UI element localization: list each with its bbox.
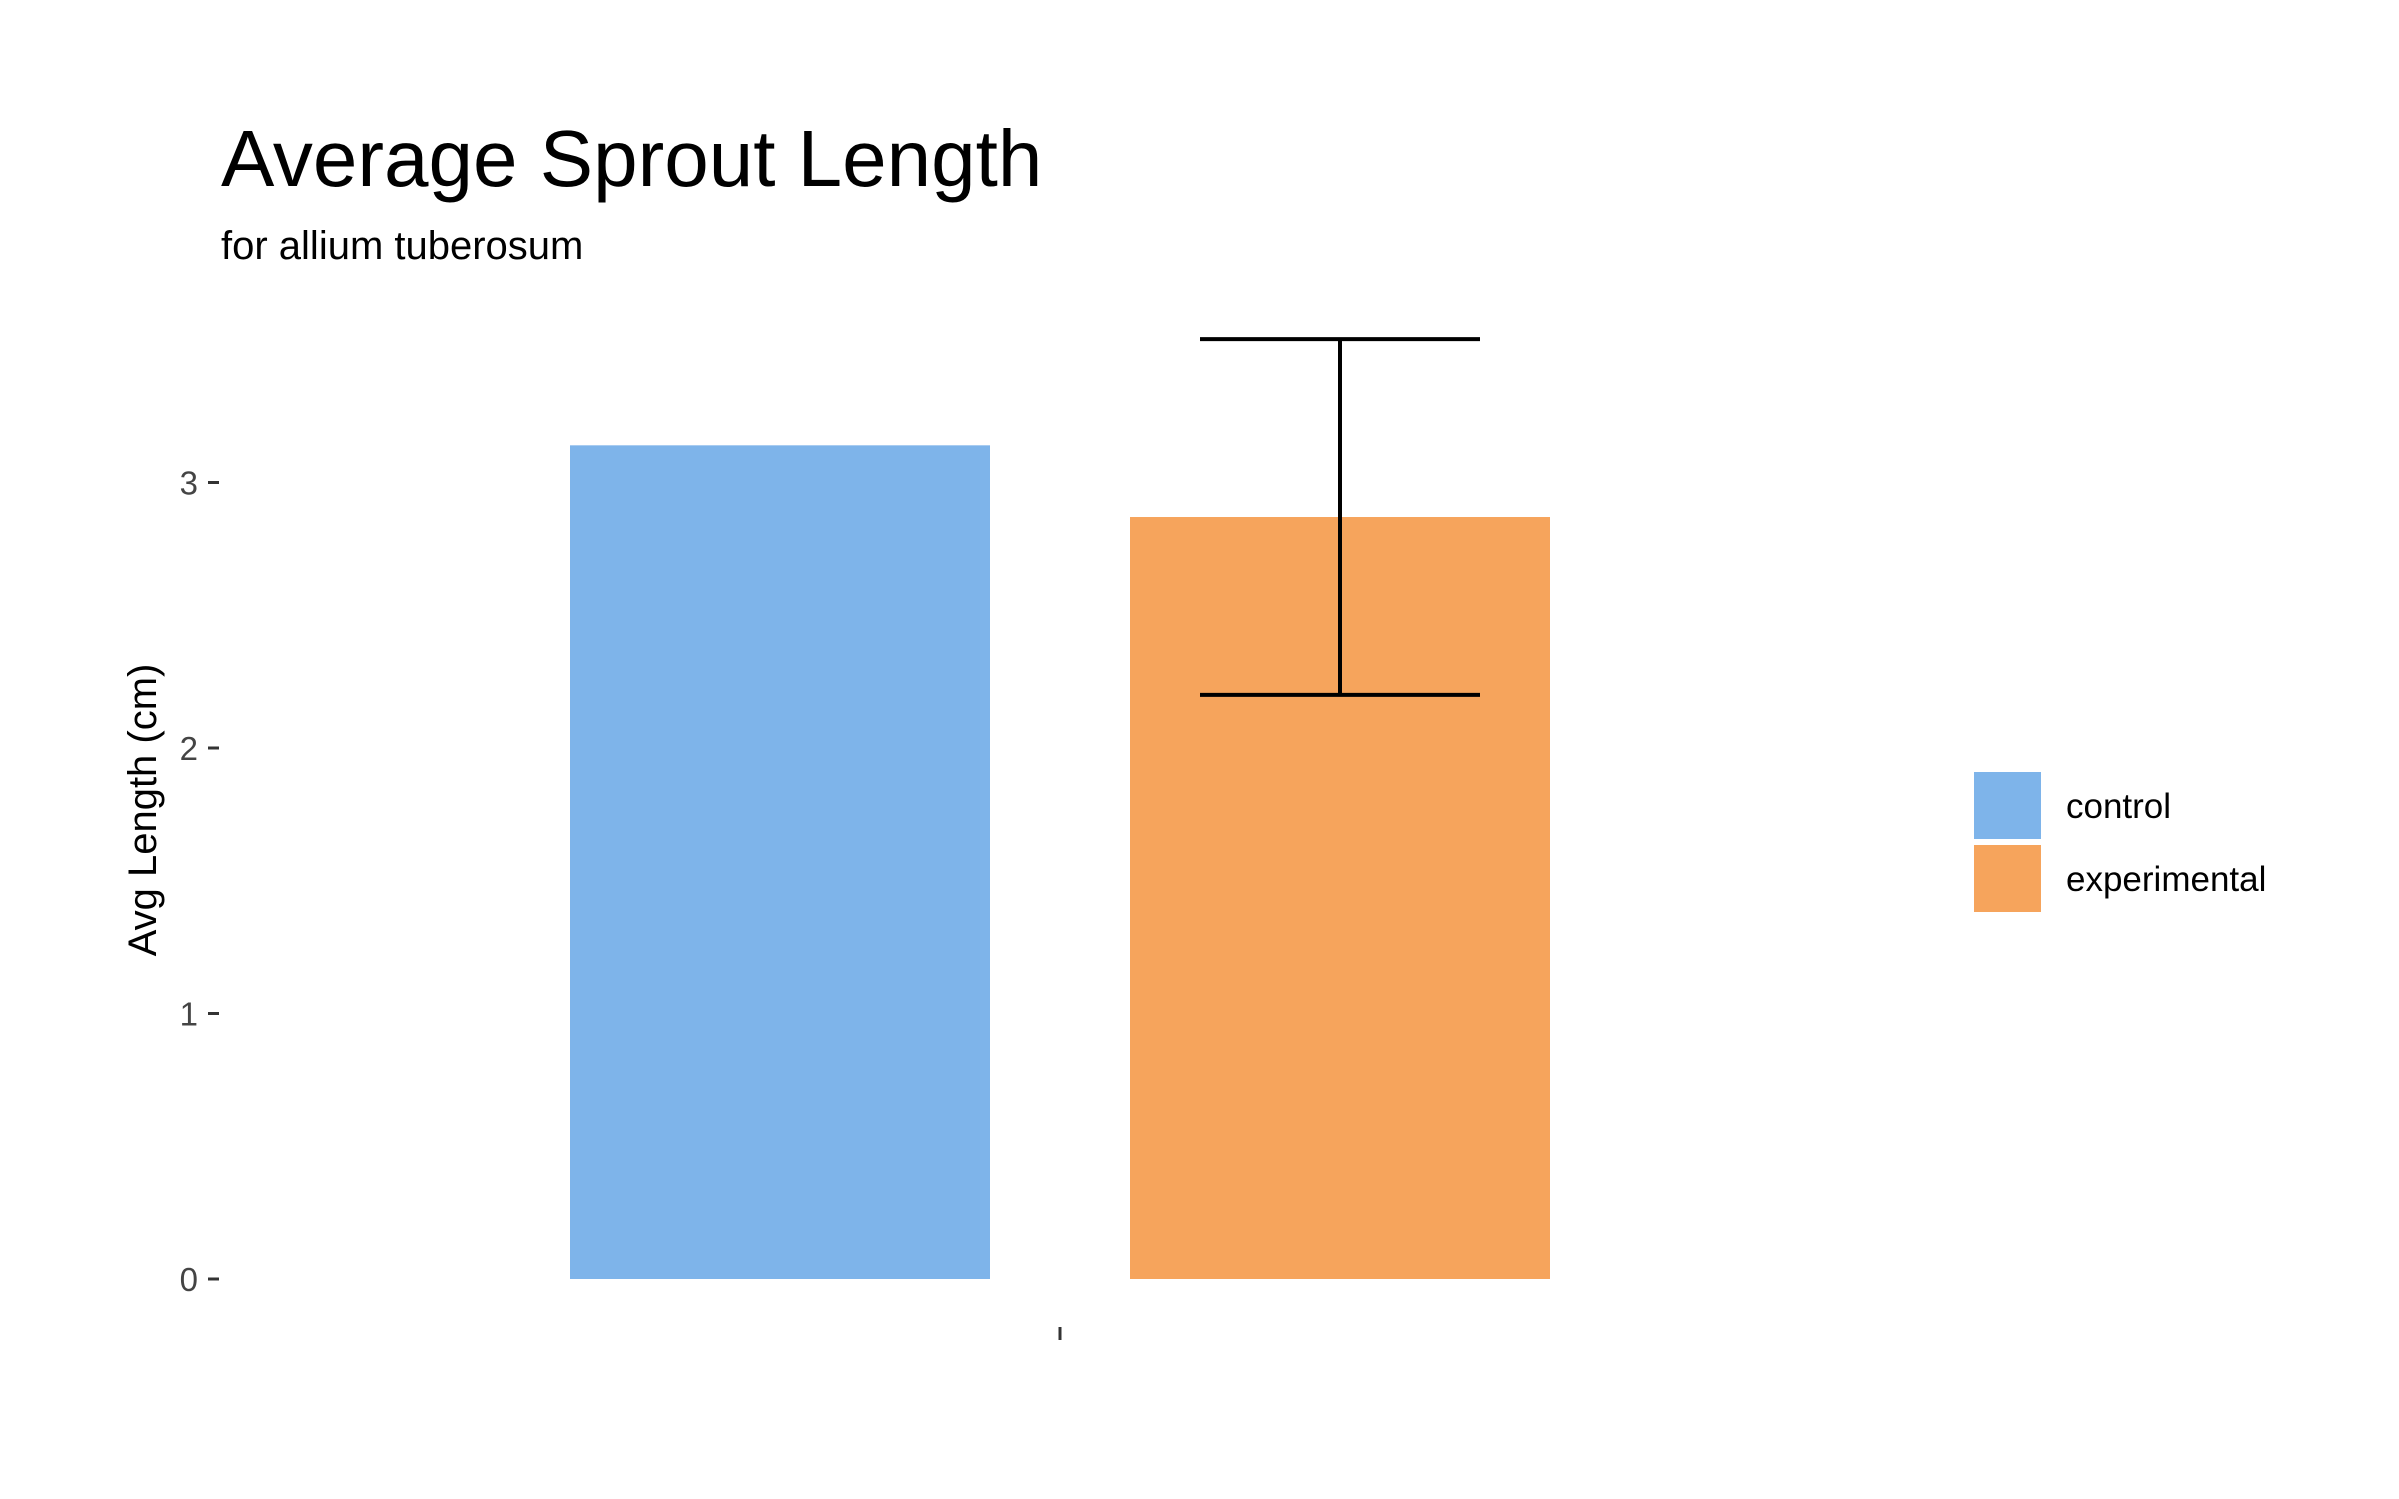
y-tick-label: 0 [180, 1261, 198, 1298]
y-axis: 0 1 2 3 [180, 465, 219, 1298]
legend-label: control [2066, 787, 2171, 826]
chart-title: Average Sprout Length [221, 114, 1042, 203]
legend-key-experimental [1974, 845, 2041, 912]
legend: control experimental [1974, 772, 2266, 912]
bars [570, 445, 1550, 1280]
chart-subtitle: for allium tuberosum [221, 224, 583, 268]
legend-key-control [1974, 772, 2041, 839]
y-tick-label: 3 [180, 465, 198, 502]
bar-control [570, 445, 990, 1280]
y-axis-label: Avg Length (cm) [121, 664, 165, 957]
legend-label: experimental [2066, 860, 2266, 899]
y-tick-label: 1 [180, 996, 198, 1033]
error-bars [1200, 337, 1480, 697]
y-tick-label: 2 [180, 730, 198, 767]
